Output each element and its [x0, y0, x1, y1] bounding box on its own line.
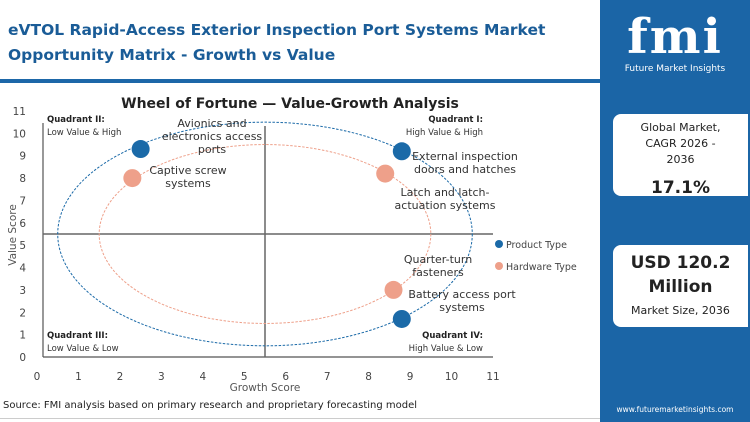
legend-label: Product Type [506, 240, 567, 251]
data-point-label: Avionics and electronics access ports [162, 117, 263, 156]
y-tick-label: 7 [19, 195, 26, 207]
quadrant-description: High Value & Low [409, 344, 483, 354]
cagr-label: Global Market, CAGR 2026 - 2036 [640, 121, 721, 166]
y-tick-label: 11 [13, 106, 26, 118]
chart: Wheel of Fortune — Value-Growth Analysis… [7, 96, 577, 394]
source-divider [0, 418, 600, 419]
x-tick-label: 0 [34, 371, 41, 383]
series-ellipse [98, 144, 432, 324]
y-tick-label: 2 [19, 307, 26, 319]
title-divider [0, 79, 600, 83]
data-point [376, 164, 395, 183]
x-tick-label: 7 [324, 371, 331, 383]
quadrant-description: Low Value & High [47, 128, 121, 138]
x-tick-label: 3 [158, 371, 165, 383]
y-tick-label: 8 [19, 173, 26, 185]
y-tick-label: 5 [19, 240, 26, 252]
data-point-label: Latch and latch-actuation systems [395, 186, 496, 212]
source-note: Source: FMI analysis based on primary re… [3, 400, 418, 411]
website-link[interactable]: www.futuremarketinsights.com [616, 405, 734, 414]
legend-marker [495, 262, 503, 270]
y-tick-label: 6 [19, 218, 26, 230]
legend-label: Hardware Type [506, 262, 577, 273]
cagr-value: 17.1% [651, 178, 710, 198]
data-point [131, 140, 150, 159]
y-tick-label: 9 [19, 151, 26, 163]
logo-name: Future Market Insights [624, 64, 726, 74]
x-tick-label: 11 [486, 371, 499, 383]
x-tick-label: 10 [445, 371, 458, 383]
fmi-logo: fmi Future Market Insights [614, 8, 736, 74]
y-tick-label: 4 [19, 263, 26, 275]
page-title: eVTOL Rapid-Access Exterior Inspection P… [8, 21, 546, 64]
quadrant-description: High Value & High [406, 128, 483, 138]
x-tick-label: 8 [365, 371, 372, 383]
data-point-label: Captive screw systems [149, 164, 226, 190]
market-size-label: Market Size, 2036 [631, 304, 730, 317]
data-point-label: Battery access port systems [408, 288, 516, 314]
y-tick-label: 1 [19, 330, 26, 342]
quadrant-description: Low Value & Low [47, 344, 119, 354]
cagr-card: Global Market, CAGR 2026 - 2036 17.1% [613, 114, 748, 198]
y-tick-label: 0 [19, 352, 26, 364]
legend-marker [495, 240, 503, 248]
market-size-value: USD 120.2 Million [630, 253, 731, 297]
x-tick-label: 1 [75, 371, 82, 383]
data-point-label: External inspection doors and hatches [412, 150, 518, 176]
quadrant-name: Quadrant III: [47, 331, 108, 341]
data-point [384, 280, 403, 299]
x-tick-label: 9 [407, 371, 414, 383]
y-tick-label: 3 [19, 285, 26, 297]
quadrant-name: Quadrant I: [428, 115, 483, 125]
data-point [392, 309, 411, 328]
data-point-label: Quarter-turn fasteners [404, 253, 472, 279]
y-tick-label: 10 [13, 128, 26, 140]
chart-title: Wheel of Fortune — Value-Growth Analysis [121, 96, 459, 112]
y-axis-label: Value Score [7, 204, 19, 266]
x-tick-label: 5 [241, 371, 248, 383]
x-tick-label: 2 [117, 371, 124, 383]
x-axis-label: Growth Score [230, 382, 301, 394]
brand-panel: fmi Future Market Insights Global Market… [600, 0, 750, 422]
data-point [392, 142, 411, 161]
quadrant-name: Quadrant IV: [422, 331, 483, 341]
logo-mark: fmi [627, 9, 723, 65]
market-size-card: USD 120.2 Million Market Size, 2036 [613, 245, 748, 327]
x-tick-label: 6 [282, 371, 289, 383]
x-tick-label: 4 [199, 371, 206, 383]
series-ellipse [57, 121, 473, 347]
quadrant-name: Quadrant II: [47, 115, 105, 125]
data-point [123, 169, 142, 188]
